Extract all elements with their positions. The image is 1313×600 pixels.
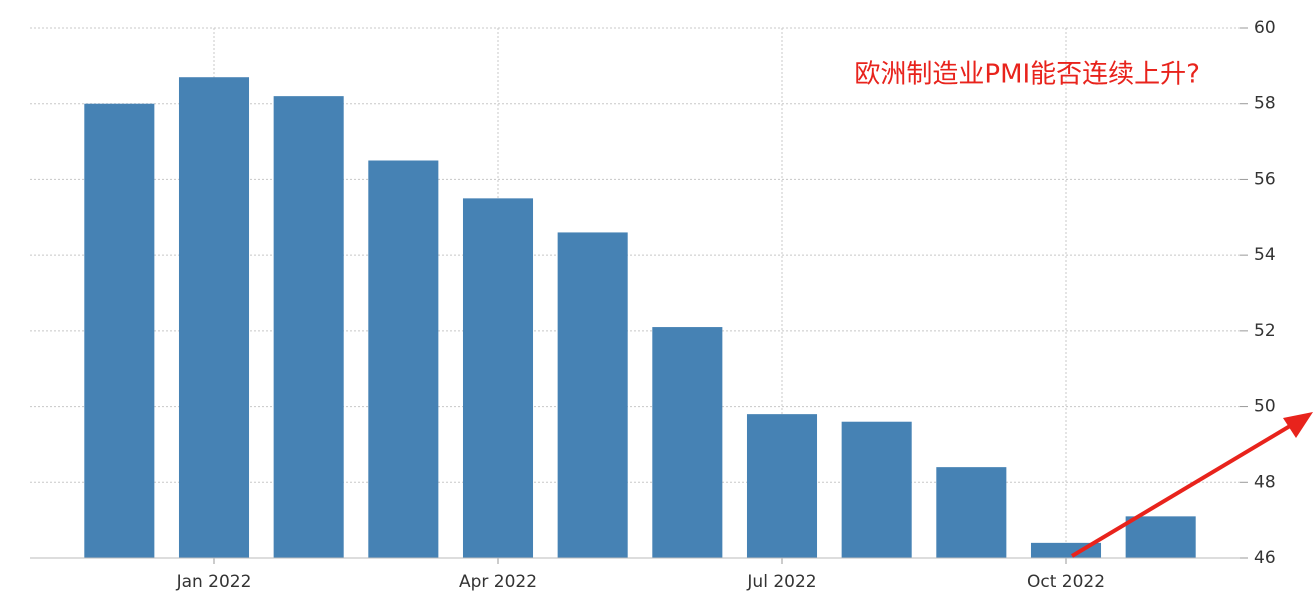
y-tick-label: 60 bbox=[1254, 18, 1276, 38]
y-tick-label: 56 bbox=[1254, 169, 1276, 189]
annotation: 欧洲制造业PMI能否连续上升? bbox=[854, 60, 1200, 90]
x-tick-label: Oct 2022 bbox=[1027, 572, 1105, 592]
bar bbox=[1125, 516, 1196, 558]
bar bbox=[557, 232, 628, 558]
bar bbox=[368, 160, 439, 558]
bar bbox=[178, 77, 250, 558]
bar bbox=[936, 467, 1007, 558]
bar bbox=[746, 414, 818, 558]
y-tick-label: 54 bbox=[1254, 245, 1276, 265]
y-tick-label: 46 bbox=[1254, 548, 1276, 568]
y-tick-label: 58 bbox=[1254, 94, 1276, 114]
arrow-shaft bbox=[1070, 418, 1302, 558]
x-tick-label: Apr 2022 bbox=[459, 572, 537, 592]
bar bbox=[84, 103, 155, 558]
arrow bbox=[1070, 412, 1313, 558]
bar bbox=[462, 198, 534, 558]
arrow-head bbox=[1283, 412, 1313, 438]
bar bbox=[273, 96, 344, 559]
bar bbox=[841, 421, 912, 558]
y-tick-label: 48 bbox=[1254, 472, 1276, 492]
bar bbox=[1030, 542, 1102, 558]
bar bbox=[652, 327, 723, 558]
x-tick-label: Jul 2022 bbox=[746, 572, 816, 592]
x-tick-label: Jan 2022 bbox=[176, 572, 252, 592]
y-tick-label: 50 bbox=[1254, 397, 1276, 417]
y-tick-label: 52 bbox=[1254, 321, 1276, 341]
